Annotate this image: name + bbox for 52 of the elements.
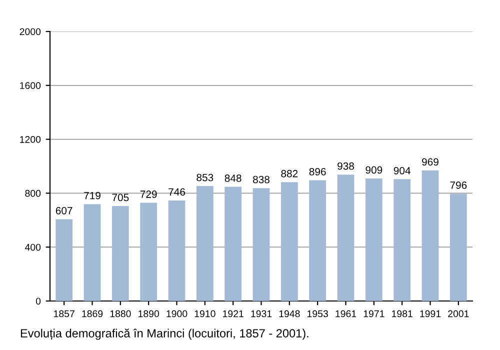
data-label: 729 [140, 190, 157, 198]
x-tick-label: 1890 [138, 310, 160, 318]
y-tick-label: 800 [25, 190, 41, 197]
bar [252, 188, 270, 301]
bar [394, 179, 411, 301]
x-tick-label: 1953 [308, 310, 328, 318]
bar [140, 202, 158, 301]
x-tick-label: 1961 [336, 310, 356, 318]
bar [56, 219, 73, 301]
bar [280, 182, 298, 301]
x-tick-label: 1948 [279, 310, 300, 318]
x-tick-label: 2001 [448, 310, 469, 318]
y-tick-label: 0 [36, 298, 41, 305]
x-tick-label: 1857 [54, 310, 74, 318]
text: Evoluția demografică în Marinci (locuitori, 1857 - 2001). [20, 328, 308, 340]
y-tick-label: 1600 [20, 82, 41, 90]
bar [168, 200, 186, 301]
x-tick-label: 1981 [392, 310, 412, 318]
y-tick-label: 400 [24, 244, 41, 251]
x-tick-label: 1991 [420, 310, 441, 318]
data-label: 904 [394, 166, 410, 174]
x-tick-label: 1880 [110, 310, 131, 318]
data-label: 705 [112, 194, 129, 202]
data-label: 969 [422, 158, 438, 166]
data-label: 838 [253, 176, 270, 184]
data-label: 848 [224, 174, 242, 182]
data-label: 796 [450, 182, 467, 189]
data-label: 882 [281, 170, 298, 178]
bar [84, 204, 101, 301]
data-label: 853 [196, 174, 214, 182]
x-tick-label: 1910 [194, 310, 216, 318]
bar [224, 186, 242, 301]
bar [196, 186, 214, 301]
y-tick-label: 2000 [20, 28, 41, 36]
data-label: 896 [309, 168, 326, 176]
data-label: 607 [56, 206, 72, 214]
data-label: 719 [84, 192, 100, 200]
y-tick-label: 1200 [20, 136, 41, 143]
bar [365, 178, 382, 301]
x-tick-label: 1900 [166, 310, 188, 318]
data-label: 746 [168, 188, 185, 196]
x-tick-label: 1869 [82, 310, 103, 318]
x-tick-label: 1921 [223, 310, 244, 318]
x-tick-label: 1971 [364, 310, 384, 318]
data-label: 938 [338, 162, 354, 170]
x-tick-label: 1931 [251, 310, 272, 318]
bar [309, 180, 326, 301]
bar [422, 170, 439, 301]
data-label: 909 [366, 166, 382, 174]
bar [112, 206, 129, 301]
bar [450, 194, 467, 301]
bar [337, 174, 354, 301]
